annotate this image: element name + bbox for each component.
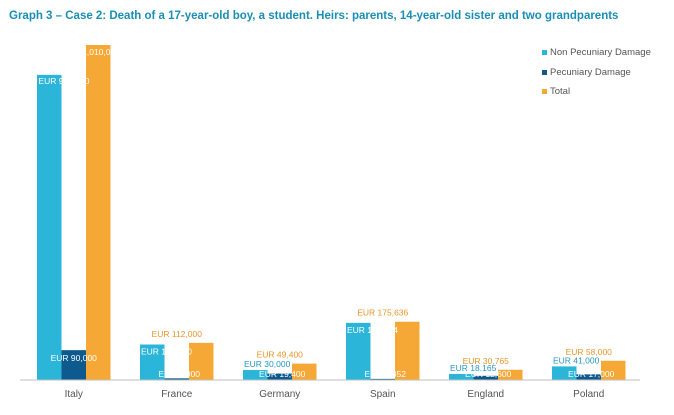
data-label-total-england: EUR 30,765	[463, 356, 510, 366]
legend-swatch	[542, 69, 547, 75]
legend-swatch	[542, 89, 547, 95]
data-label-pecuniary-germany: EUR 19,400	[259, 369, 306, 379]
bar-non-pecuniary-france	[140, 344, 165, 380]
category-label-italy: Italy	[65, 389, 83, 400]
category-label-france: France	[161, 389, 193, 400]
data-label-pecuniary-france: EUR 5,000	[158, 369, 200, 379]
data-label-non-pecuniary-italy: EUR 920,000	[38, 76, 89, 86]
bar-pecuniary-spain	[370, 378, 395, 380]
legend-swatch	[542, 50, 547, 56]
labels-layer: Italy EUR 1,010,000 EUR 920,000 EUR 90,000 F…	[38, 47, 614, 400]
bar-pecuniary-germany	[267, 373, 292, 380]
legend-label: Total	[550, 86, 571, 98]
bar-non-pecuniary-italy	[37, 74, 62, 380]
data-label-total-germany: EUR 49,400	[257, 350, 304, 360]
category-label-spain: Spain	[370, 389, 396, 400]
data-label-non-pecuniary-france: EUR 107,000	[141, 347, 192, 357]
chart-title: Graph 3 – Case 2: Death of a 17-year-old…	[9, 10, 619, 22]
data-label-non-pecuniary-poland: EUR 41,000	[553, 355, 600, 365]
data-label-total-spain: EUR 175,636	[357, 308, 408, 318]
data-label-non-pecuniary-germany: EUR 30,000	[244, 359, 291, 369]
legend-label: Pecuniary Damage	[550, 66, 631, 78]
bar-total-england	[498, 369, 523, 380]
data-label-non-pecuniary-england: EUR 18,165	[450, 363, 497, 373]
bar-total-poland	[601, 360, 626, 380]
bar-pecuniary-italy	[61, 350, 86, 380]
legend-item-pecuniary: Pecuniary Damage	[542, 63, 651, 83]
bar-total-germany	[292, 363, 317, 380]
bar-pecuniary-england	[473, 375, 498, 380]
data-label-pecuniary-england: EUR 12,600	[465, 369, 512, 379]
category-label-germany: Germany	[259, 389, 300, 400]
data-label-pecuniary-poland: EUR 17,000	[568, 369, 615, 379]
bar-non-pecuniary-spain	[346, 322, 371, 380]
bar-pecuniary-poland	[576, 374, 601, 380]
data-label-pecuniary-italy: EUR 90,000	[51, 353, 98, 363]
bar-non-pecuniary-england	[449, 373, 474, 380]
bars-layer	[37, 45, 626, 380]
legend-label: Non Pecuniary Damage	[550, 47, 651, 59]
bar-non-pecuniary-germany	[243, 370, 268, 380]
legend-item-total: Total	[542, 82, 651, 102]
bar-non-pecuniary-poland	[552, 366, 577, 380]
data-label-total-france: EUR 112,000	[152, 329, 203, 339]
bar-total-italy	[86, 45, 111, 380]
legend-item-non-pecuniary: Non Pecuniary Damage	[542, 43, 651, 63]
legend: Non Pecuniary Damage Pecuniary Damage To…	[542, 43, 651, 102]
category-label-poland: Poland	[573, 389, 604, 400]
category-label-england: England	[467, 389, 504, 400]
bar-total-france	[189, 342, 214, 380]
data-label-total-poland: EUR 58,000	[566, 347, 613, 357]
data-label-pecuniary-spain: EUR 3,352	[364, 369, 406, 379]
data-label-total-italy: EUR 1,010,000	[62, 47, 120, 57]
bar-pecuniary-france	[164, 378, 189, 380]
data-label-non-pecuniary-spain: EUR 172,284	[347, 325, 398, 335]
bar-total-spain	[395, 321, 420, 380]
